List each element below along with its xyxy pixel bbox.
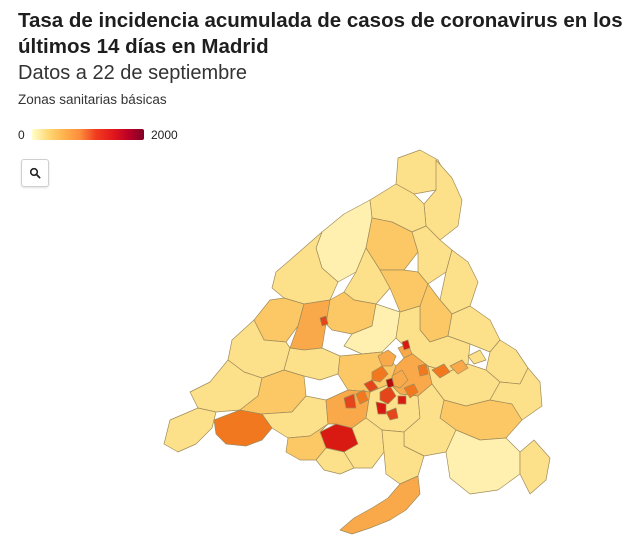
zone-city-1[interactable] [377,349,397,367]
zone-city-13[interactable] [385,407,399,421]
zone-south-west-low[interactable] [315,447,355,475]
zone-north-small-red[interactable] [401,339,411,351]
zone-city-8[interactable] [355,389,369,405]
zone-south-lower[interactable] [381,429,425,485]
zone-west-lower[interactable] [163,407,217,453]
zone-city-small-red[interactable] [385,377,395,389]
legend-max-label: 2000 [151,128,178,142]
legend-min-label: 0 [18,128,25,142]
zone-far-east-lower[interactable] [489,367,543,421]
zone-city-9[interactable] [343,393,357,409]
health-zones [163,149,551,535]
legend-gradient-bar [32,129,144,140]
zone-south-tail[interactable] [339,475,421,535]
zone-city-12[interactable] [417,363,429,377]
zone-nw-small-red[interactable] [319,315,329,327]
search-icon [29,167,41,179]
zone-city-4[interactable] [375,401,387,415]
zone-south-far-east[interactable] [445,429,521,495]
zone-east-corridor-2[interactable] [449,359,469,375]
region-caption: Zonas sanitarias básicas [18,92,167,107]
zone-city-6[interactable] [403,383,419,399]
zone-southeast-tip[interactable] [519,439,551,495]
map-subtitle: Datos a 22 de septiembre [18,62,248,84]
map-title: Tasa de incidencia acumulada de casos de… [18,9,623,58]
zone-city-7[interactable] [363,379,379,393]
zone-city-11[interactable] [397,395,407,405]
zone-east-corridor-3[interactable] [467,349,487,365]
zone-city-2[interactable] [371,365,389,383]
zoom-button[interactable] [21,159,49,187]
zone-east-corridor-1[interactable] [431,363,451,379]
